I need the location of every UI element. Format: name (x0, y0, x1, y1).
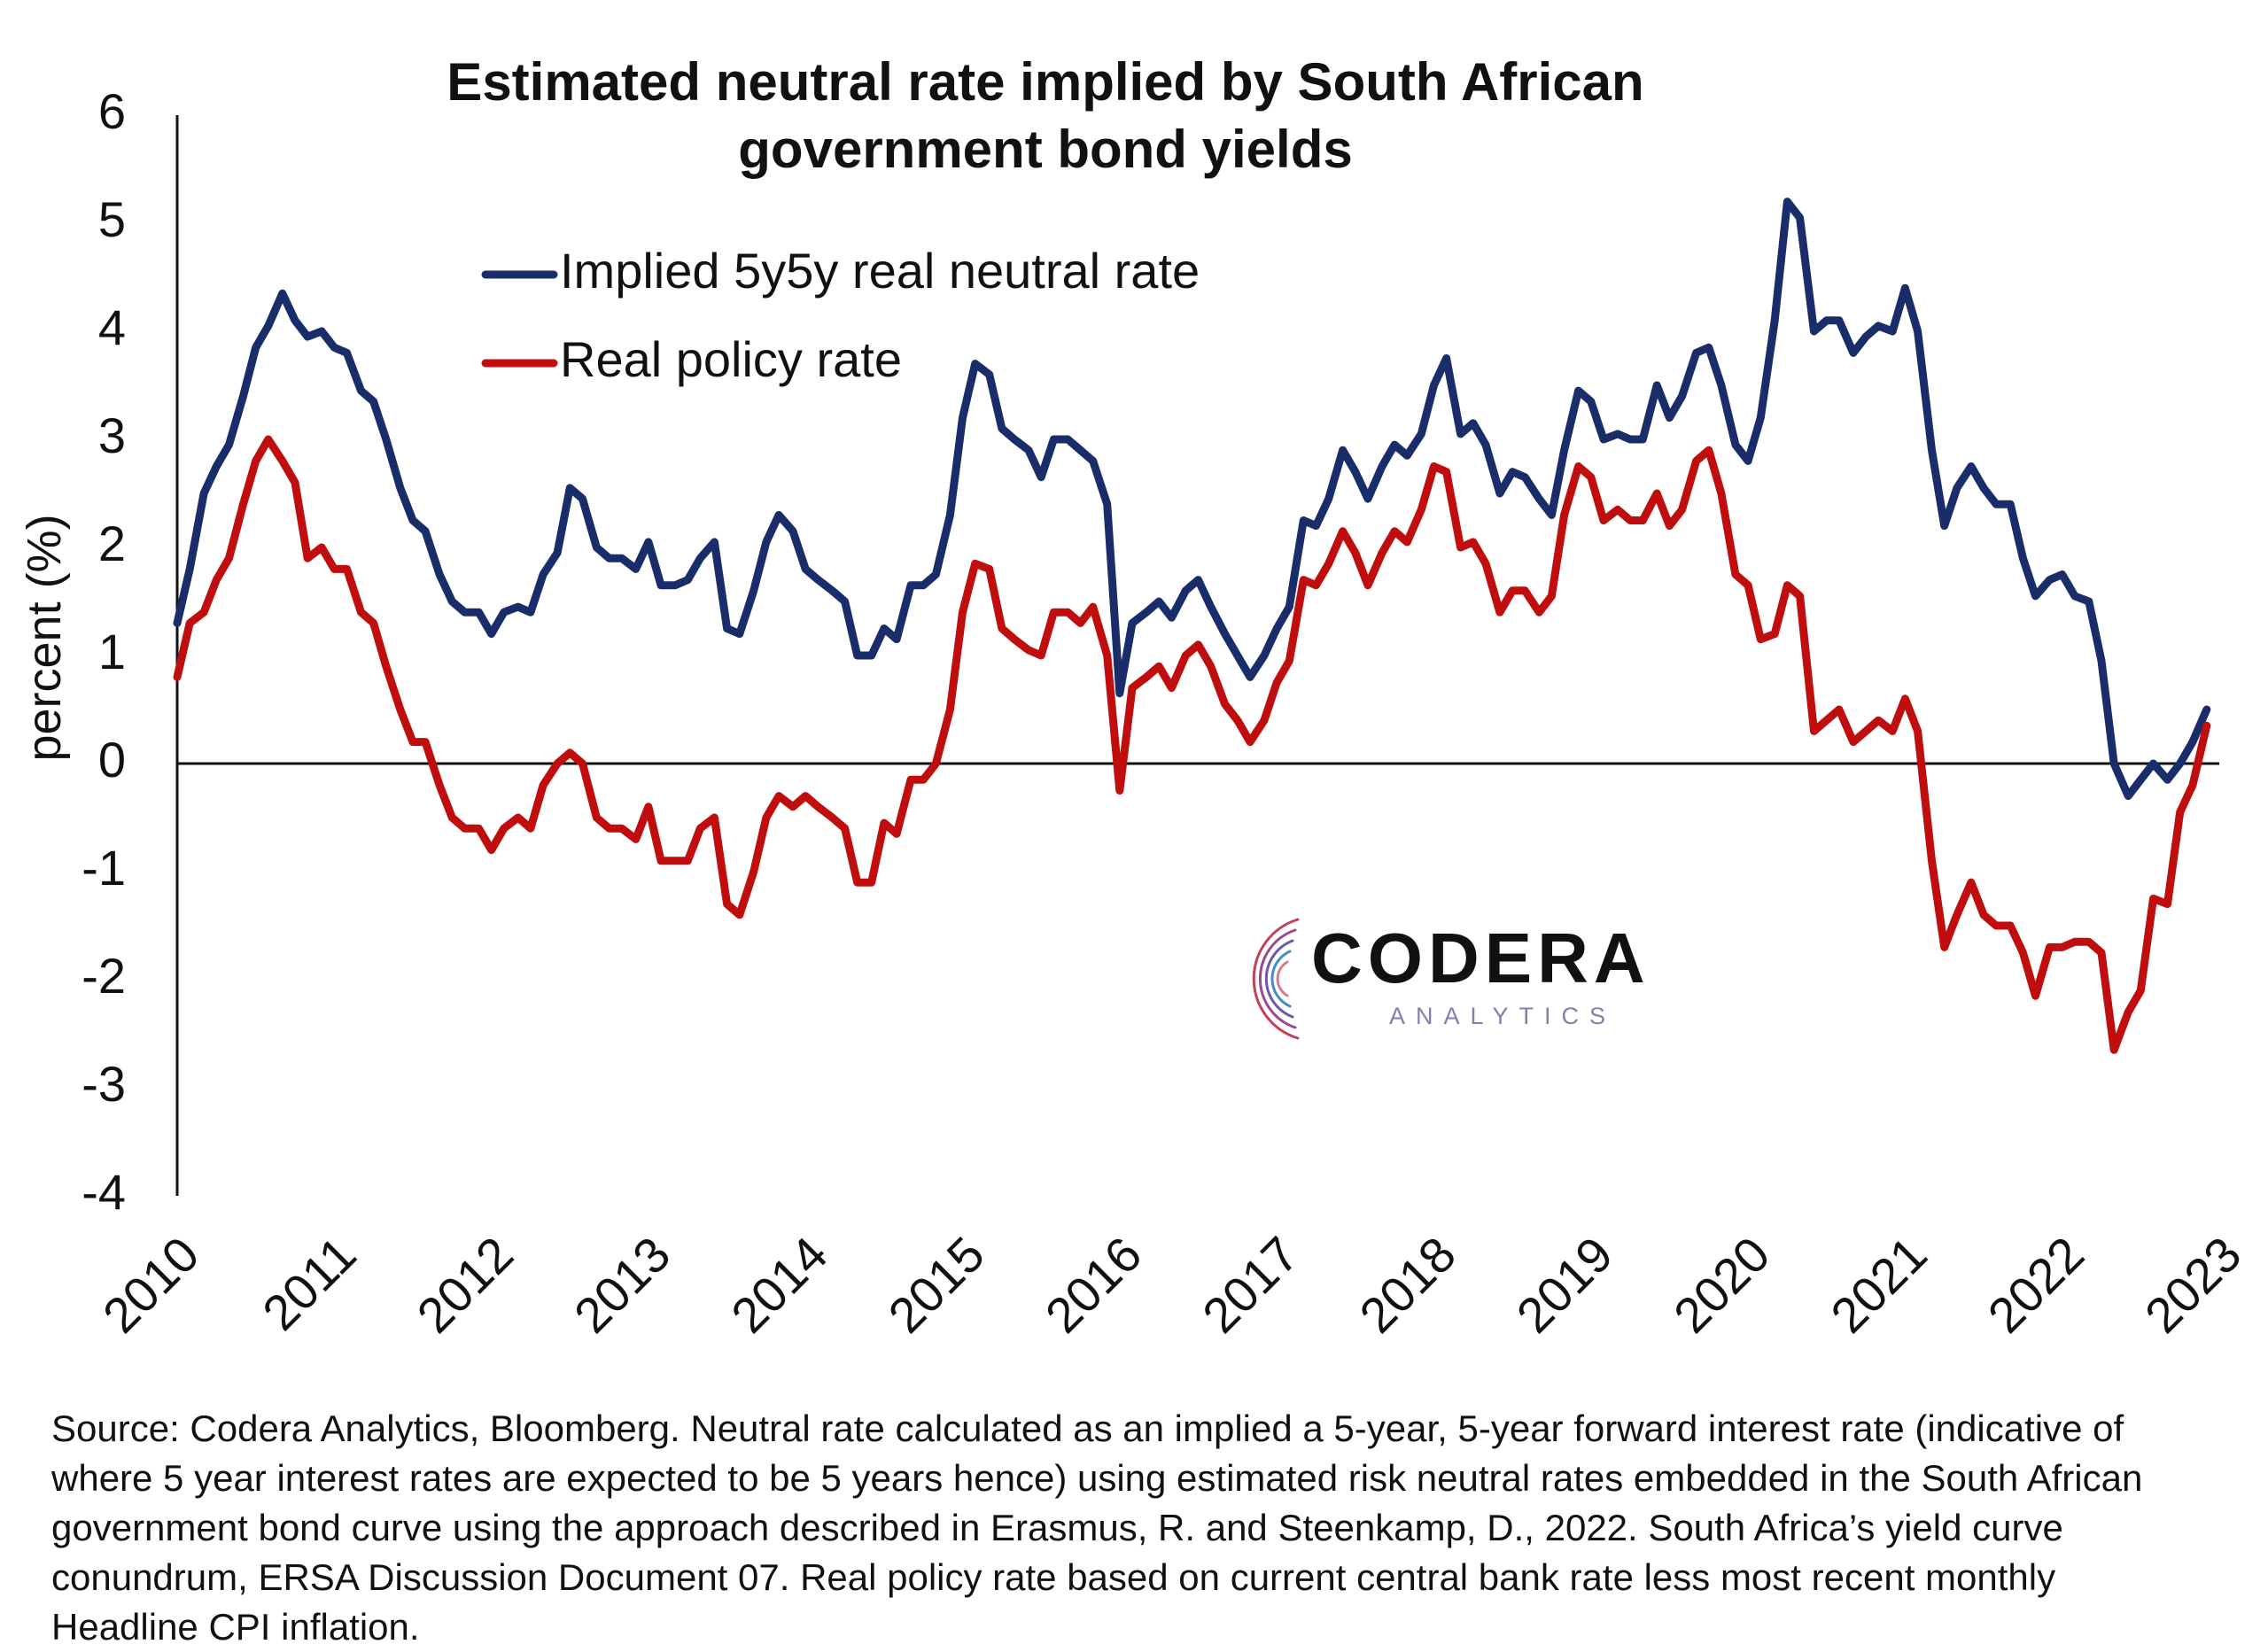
x-tick-label: 2015 (877, 1226, 995, 1344)
x-tick-label: 2019 (1506, 1226, 1624, 1344)
legend-label: Real policy rate (560, 331, 902, 387)
legend: Implied 5y5y real neutral rate Real polic… (481, 243, 1200, 387)
source-note: Source: Codera Analytics, Bloomberg. Neu… (51, 1408, 2143, 1648)
logo-subtitle: ANALYTICS (1389, 1003, 1617, 1029)
x-tick-label: 2013 (563, 1226, 681, 1344)
x-tick-label: 2011 (252, 1226, 367, 1341)
series-line-1 (173, 435, 2211, 1054)
x-tick-label: 2021 (1820, 1226, 1938, 1344)
legend-label: Implied 5y5y real neutral rate (560, 243, 1200, 299)
x-tick-label: 2017 (1192, 1226, 1309, 1344)
x-axis-ticks: 2010 2011 2012 2013 2014 2015 2016 2017 2018 2019… (92, 1226, 2252, 1344)
x-tick-label: 2016 (1035, 1226, 1153, 1344)
y-tick-label: 0 (98, 732, 126, 787)
series-0 (173, 198, 2211, 801)
logo-wordmark: CODERA (1311, 919, 1651, 997)
y-tick-label: 5 (98, 191, 126, 247)
series-1 (173, 435, 2211, 1054)
codera-logo-mark (1252, 918, 1300, 1040)
x-tick-label: 2010 (92, 1226, 210, 1344)
y-axis-label: percent (%) (18, 514, 71, 761)
x-tick-label: 2012 (406, 1226, 524, 1344)
y-axis-ticks: 6 5 4 3 2 1 0 -1 -2 -3 -4 (82, 83, 126, 1220)
x-tick-label: 2014 (720, 1226, 838, 1344)
y-tick-label: -2 (82, 948, 126, 1004)
series-line-0 (173, 198, 2211, 801)
y-tick-label: 6 (98, 83, 126, 139)
series-lines (173, 198, 2211, 1054)
y-tick-label: 3 (98, 407, 126, 463)
y-tick-label: -3 (82, 1056, 126, 1112)
chart-title: Estimated neutral rate implied by South … (447, 52, 1644, 179)
x-tick-label: 2022 (1977, 1226, 2095, 1344)
y-tick-label: -4 (82, 1164, 126, 1220)
x-tick-label: 2023 (2134, 1226, 2252, 1344)
x-tick-label: 2020 (1663, 1226, 1781, 1344)
x-tick-label: 2018 (1348, 1226, 1466, 1344)
y-tick-label: -1 (82, 840, 126, 896)
codera-logo: CODERA ANALYTICS (1214, 904, 1645, 1054)
y-tick-label: 1 (98, 624, 126, 679)
y-tick-label: 4 (98, 299, 126, 355)
y-tick-label: 2 (98, 516, 126, 571)
